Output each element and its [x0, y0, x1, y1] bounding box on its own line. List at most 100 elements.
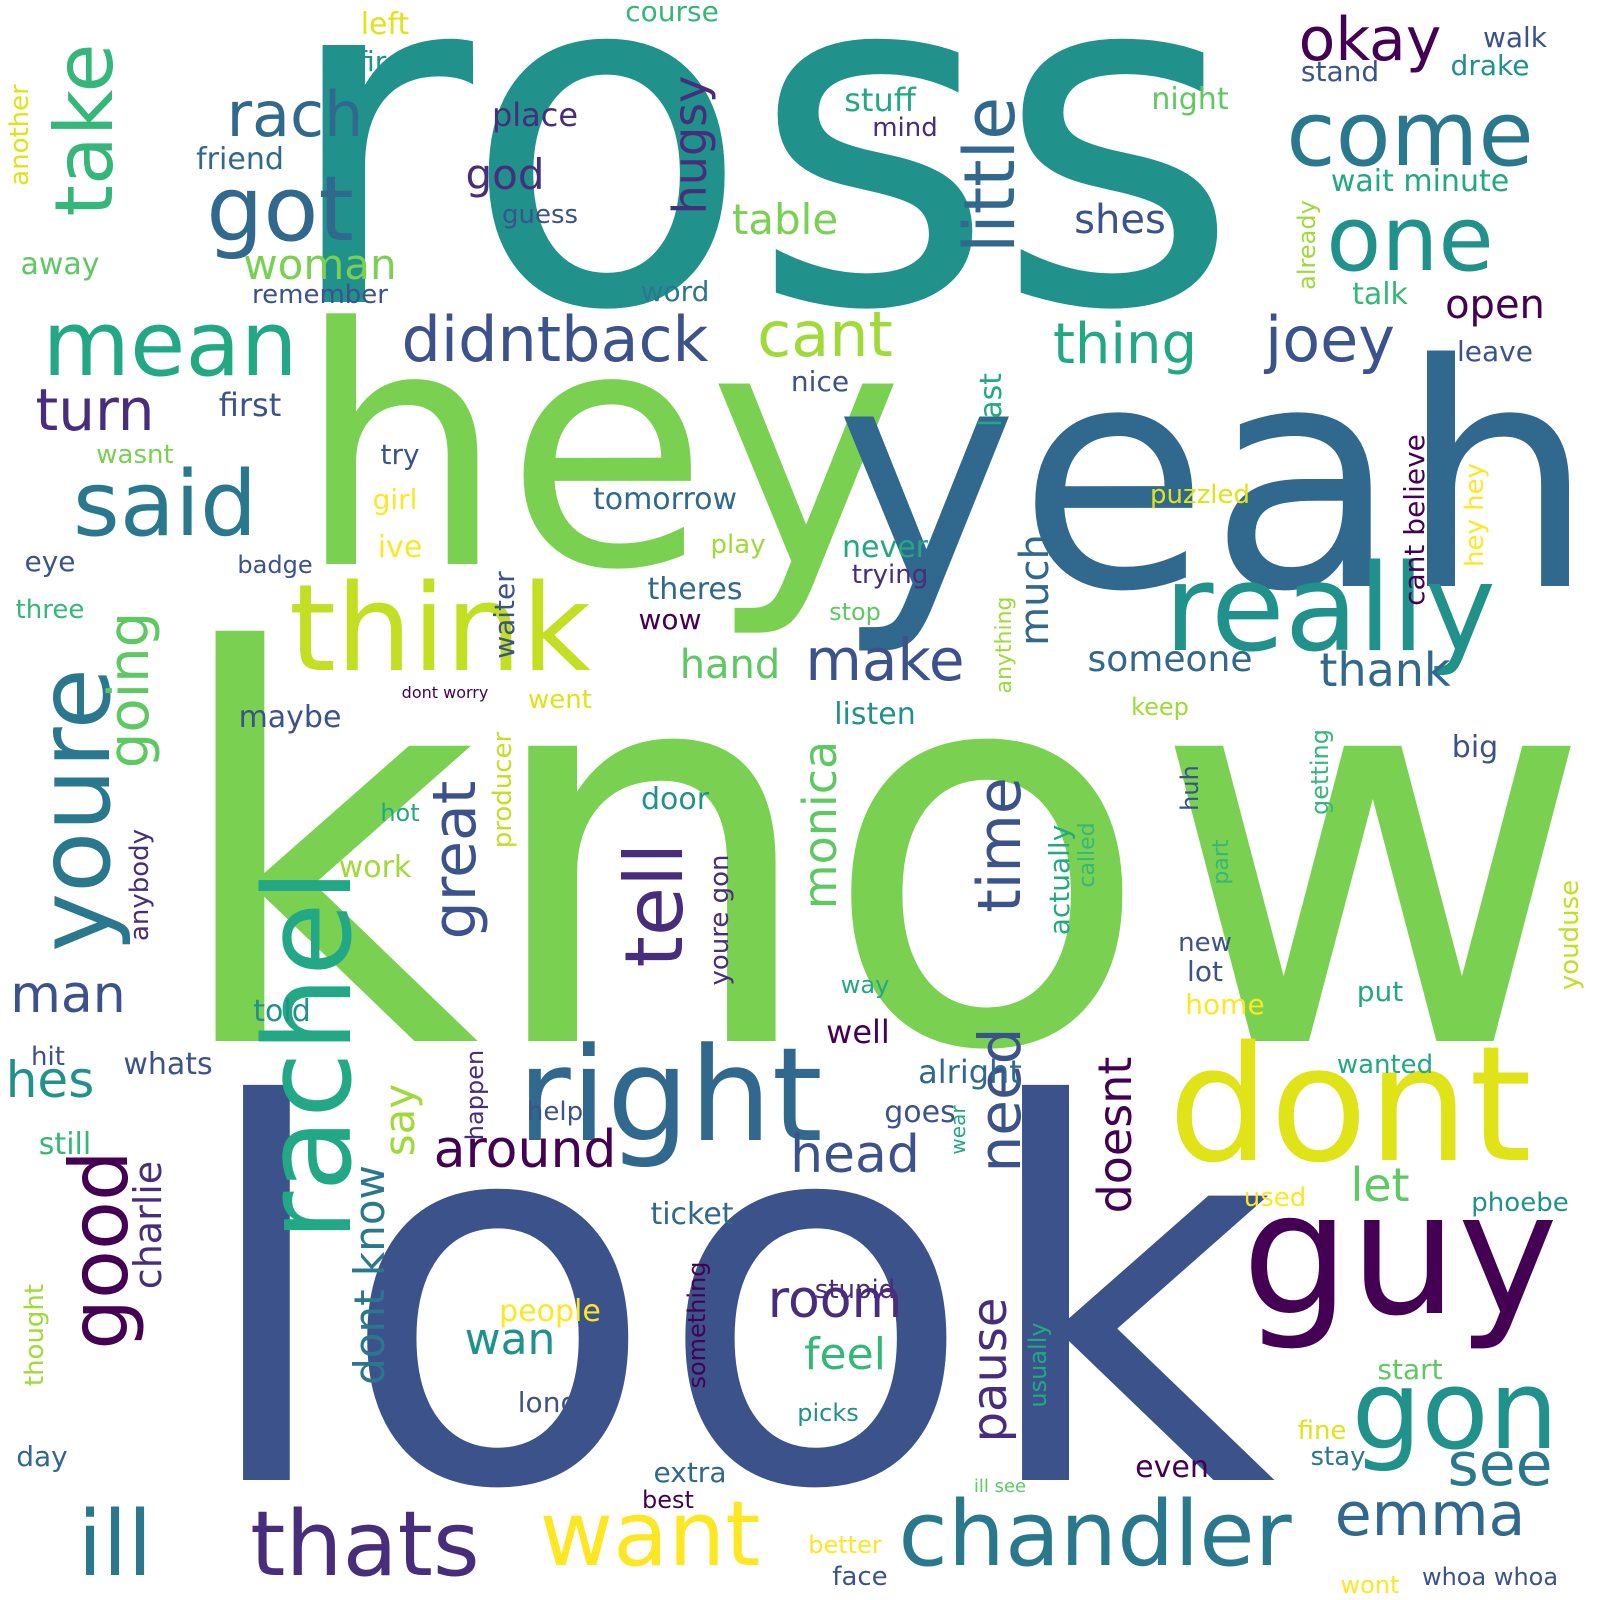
- word: mean: [42, 292, 298, 397]
- word: thats: [250, 1492, 480, 1597]
- word: told: [253, 994, 311, 1029]
- word: cant believe: [1398, 434, 1431, 606]
- word: really: [1164, 540, 1496, 679]
- word: time: [965, 777, 1035, 913]
- word: listen: [834, 697, 916, 732]
- word: new: [1178, 928, 1232, 958]
- word: ill see: [973, 1476, 1027, 1497]
- word: someone: [1087, 639, 1253, 680]
- word: away: [20, 247, 100, 282]
- word: three: [15, 595, 85, 625]
- word: door: [640, 782, 710, 817]
- word: course: [625, 0, 719, 28]
- word: hit: [31, 1042, 65, 1072]
- word: cant: [757, 298, 893, 371]
- word: usually: [1024, 1322, 1052, 1408]
- word: called: [1075, 822, 1100, 888]
- word: actually: [1043, 824, 1076, 936]
- word: getting: [1306, 729, 1334, 815]
- word: anything: [992, 596, 1017, 694]
- word: tell: [608, 842, 701, 968]
- word: phoebe: [1471, 1188, 1569, 1218]
- word: okay: [1298, 5, 1442, 75]
- word: emma: [1334, 1480, 1526, 1550]
- word: said: [72, 452, 258, 557]
- word: room: [767, 1270, 903, 1330]
- word: already: [1293, 200, 1321, 290]
- word: much: [1012, 534, 1058, 646]
- word: huh: [1176, 765, 1204, 811]
- word: little: [949, 96, 1031, 254]
- word: pause: [962, 1297, 1018, 1443]
- word: going: [97, 611, 162, 769]
- word: puzzled: [1149, 480, 1251, 510]
- word: place: [491, 96, 579, 134]
- word: wan: [464, 1314, 556, 1365]
- word: big: [1451, 730, 1499, 765]
- word: thought: [20, 1283, 50, 1387]
- word: happen: [461, 1049, 489, 1141]
- word: ill: [77, 1492, 153, 1597]
- word: charlie: [126, 1160, 170, 1290]
- word: hes: [5, 1051, 95, 1109]
- word: whats: [123, 1047, 213, 1082]
- word: start: [1377, 1353, 1443, 1386]
- word: play: [710, 530, 766, 560]
- word: ross: [279, 0, 1241, 413]
- word: walk: [1482, 21, 1548, 54]
- word: waiter: [488, 571, 521, 659]
- word: anybody: [125, 828, 155, 942]
- word: around: [433, 1120, 617, 1180]
- word: first: [218, 386, 282, 424]
- word: alright: [918, 1053, 1022, 1091]
- word: hot: [380, 799, 420, 827]
- word: went: [528, 685, 592, 715]
- word: face: [832, 1562, 888, 1592]
- word: got: [206, 157, 354, 262]
- word: wear: [946, 1105, 970, 1155]
- word: hand: [679, 642, 781, 688]
- word: shes: [1074, 197, 1166, 243]
- word: right: [517, 1019, 823, 1171]
- word: didntback: [401, 303, 709, 376]
- word: something: [683, 1261, 711, 1389]
- word: extra: [653, 1456, 727, 1489]
- word: picks: [797, 1399, 859, 1427]
- word: great: [420, 780, 490, 940]
- word: badge: [237, 551, 313, 579]
- word: wow: [638, 603, 702, 636]
- word: stuff: [844, 81, 916, 119]
- word: gon: [1351, 1346, 1559, 1474]
- word: home: [1185, 988, 1265, 1021]
- word: part: [1209, 839, 1234, 885]
- word: stupid: [814, 1275, 896, 1305]
- word: thank: [1319, 643, 1451, 697]
- word: ive: [377, 530, 423, 565]
- word: mind: [872, 113, 938, 143]
- word: table: [731, 195, 839, 244]
- word: look: [194, 997, 1276, 1600]
- word: even: [1135, 1450, 1209, 1485]
- word: open: [1445, 282, 1545, 328]
- word: talk: [1352, 277, 1408, 312]
- word: goes: [884, 1095, 956, 1130]
- word: another: [5, 84, 35, 186]
- word: wanted: [1336, 1050, 1434, 1080]
- word: monica: [793, 740, 847, 910]
- word: one: [1326, 187, 1494, 292]
- word: yeah: [834, 299, 1596, 660]
- word: dont: [1168, 1011, 1532, 1198]
- word: god: [465, 150, 545, 199]
- word: left: [360, 7, 410, 42]
- word: wont: [1340, 1571, 1400, 1599]
- word: whoa whoa: [1421, 1563, 1559, 1591]
- word: wasnt: [96, 440, 174, 470]
- word: theres: [647, 572, 743, 607]
- word: say: [375, 1083, 424, 1157]
- word: remember: [252, 280, 388, 310]
- word: want: [539, 1482, 761, 1587]
- word: feel: [804, 1329, 886, 1380]
- word: head: [790, 1125, 920, 1185]
- word: keep: [1131, 693, 1189, 721]
- word: joey: [1265, 303, 1395, 376]
